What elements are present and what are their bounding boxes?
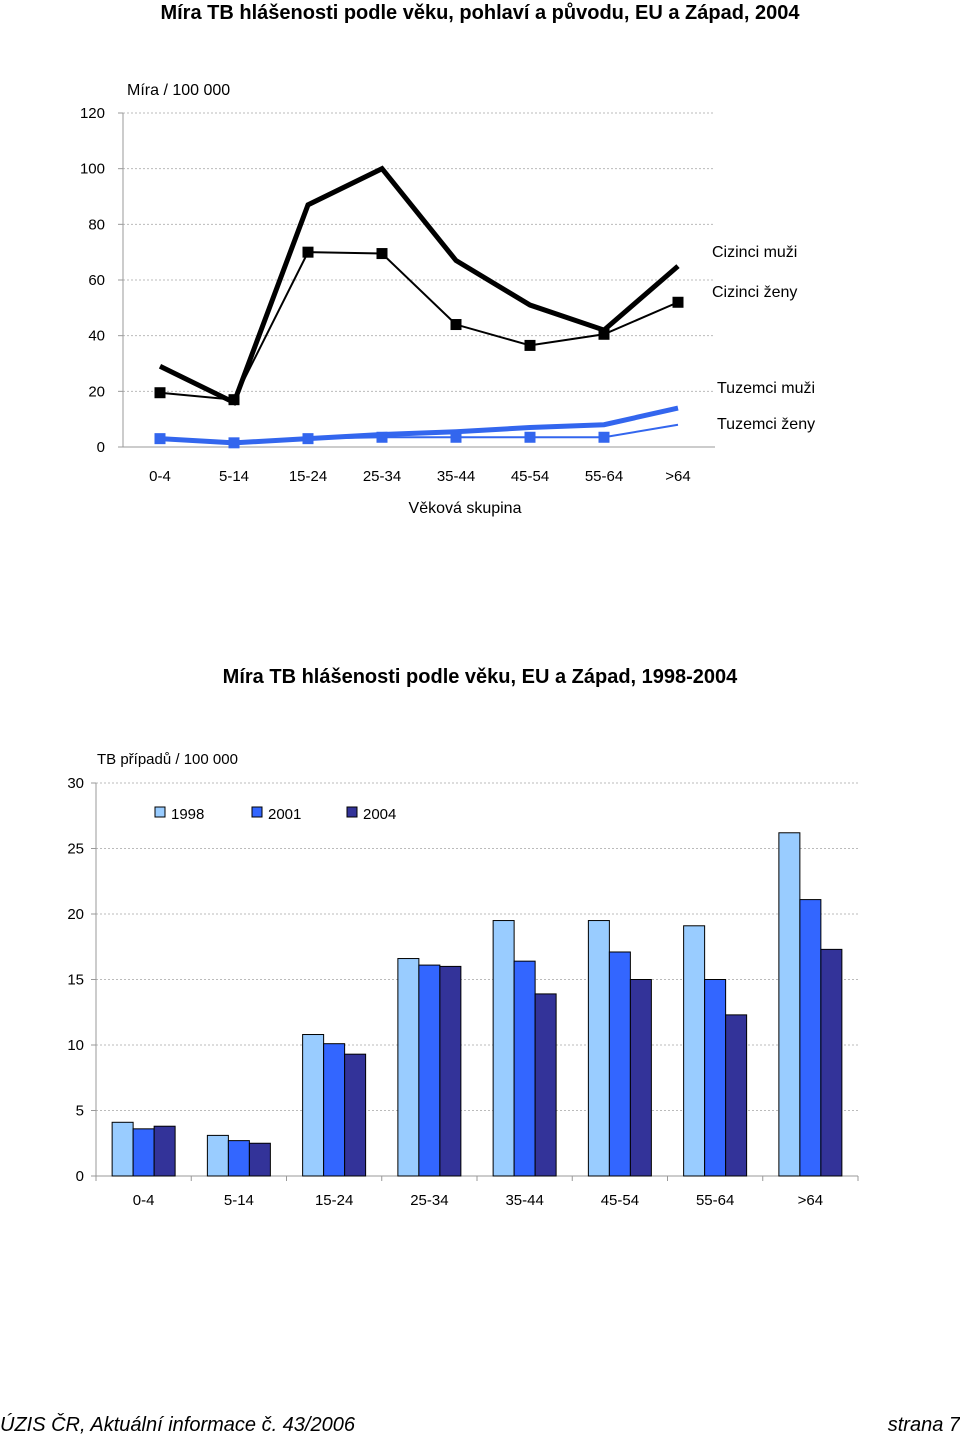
x-tick-label: 5-14 <box>224 1192 254 1209</box>
x-tick-label: 35-44 <box>505 1192 543 1209</box>
legend-label: 2004 <box>363 806 396 823</box>
y-axis-title: Míra / 100 000 <box>127 82 230 99</box>
y-tick-label: 30 <box>67 775 84 792</box>
bar <box>513 960 536 1177</box>
legend-label: 1998 <box>171 806 204 823</box>
bar <box>439 965 462 1177</box>
y-tick-label: 40 <box>88 328 105 345</box>
x-tick-label: >64 <box>798 1192 823 1209</box>
data-point <box>228 437 240 449</box>
y-tick-label: 15 <box>67 972 84 989</box>
data-point <box>450 431 462 443</box>
legend-swatch <box>251 806 263 818</box>
series-line <box>159 251 679 401</box>
data-point <box>302 246 314 258</box>
y-tick-label: 10 <box>67 1037 84 1054</box>
x-tick-label: 55-64 <box>585 468 623 485</box>
y-tick-label: 25 <box>67 841 84 858</box>
x-tick-label: 25-34 <box>410 1192 448 1209</box>
legend-label: Cizinci ženy <box>712 284 797 301</box>
bar <box>418 964 441 1177</box>
bar <box>799 899 822 1177</box>
legend-swatch <box>346 806 358 818</box>
bar <box>587 920 610 1177</box>
legend-swatch <box>154 806 166 818</box>
y-tick-label: 20 <box>67 906 84 923</box>
data-point <box>376 431 388 443</box>
data-point <box>672 296 684 308</box>
x-tick-label: 15-24 <box>315 1192 353 1209</box>
bar <box>629 979 652 1177</box>
legend-label: Tuzemci ženy <box>717 416 815 433</box>
bar <box>248 1142 271 1177</box>
bar <box>397 958 420 1177</box>
bar-chart: 0 5 10 15 20 25 30 TB případů / 100 000 0-4 5-14 1… <box>67 751 859 1209</box>
bar <box>683 925 706 1177</box>
footer-source: ÚZIS ČR, Aktuální informace č. 43/2006 <box>0 1414 355 1436</box>
line-chart: 0 20 40 60 80 100 120 Míra / 100 000 0-4 5-14 15-2… <box>80 82 815 517</box>
series-line <box>158 165 680 406</box>
x-tick-label: 45-54 <box>601 1192 639 1209</box>
bar <box>344 1053 367 1177</box>
chart2-title: Míra TB hlášenosti podle věku, EU a Zápa… <box>222 666 738 688</box>
y-tick-label: 20 <box>88 383 105 400</box>
x-tick-label: 45-54 <box>511 468 549 485</box>
x-tick-label: 0-4 <box>133 1192 155 1209</box>
y-tick-label: 100 <box>80 161 105 178</box>
bar <box>492 920 515 1177</box>
x-tick-label: 0-4 <box>149 468 171 485</box>
x-tick-label: 25-34 <box>363 468 401 485</box>
y-tick-label: 0 <box>97 439 105 456</box>
data-point <box>598 328 610 340</box>
y-tick-label: 80 <box>88 216 105 233</box>
chart1-title: Míra TB hlášenosti podle věku, pohlaví a… <box>160 2 800 24</box>
bar <box>227 1140 250 1177</box>
data-point <box>598 431 610 443</box>
legend-label: 2001 <box>268 806 301 823</box>
data-point <box>302 433 314 445</box>
x-tick-label: 35-44 <box>437 468 475 485</box>
data-point <box>524 431 536 443</box>
legend-label: Cizinci muži <box>712 244 797 261</box>
bar <box>111 1121 134 1177</box>
data-point <box>376 248 388 260</box>
data-point <box>228 394 240 406</box>
bar <box>778 832 801 1177</box>
y-tick-label: 0 <box>76 1168 84 1185</box>
x-tick-label: >64 <box>665 468 690 485</box>
bar <box>704 979 727 1177</box>
data-point <box>154 387 166 399</box>
bar <box>534 993 557 1177</box>
x-tick-label: 55-64 <box>696 1192 734 1209</box>
bar <box>323 1043 346 1177</box>
bar <box>820 948 843 1177</box>
y-tick-label: 60 <box>88 272 105 289</box>
series-line <box>159 423 679 444</box>
bar <box>153 1125 176 1177</box>
x-tick-label: 5-14 <box>219 468 249 485</box>
data-point <box>524 339 536 351</box>
bar <box>725 1014 748 1177</box>
bar <box>206 1134 229 1177</box>
x-tick-label: 15-24 <box>289 468 327 485</box>
y-axis-title: TB případů / 100 000 <box>97 751 238 768</box>
y-tick-label: 5 <box>76 1103 84 1120</box>
legend-label: Tuzemci muži <box>717 380 815 397</box>
bar <box>302 1034 325 1177</box>
x-axis-title: Věková skupina <box>409 500 522 517</box>
data-point <box>450 319 462 331</box>
y-tick-label: 120 <box>80 105 105 122</box>
data-point <box>154 433 166 445</box>
bar <box>132 1128 155 1177</box>
footer-page-number: strana 7 <box>887 1414 960 1436</box>
bar <box>608 951 631 1177</box>
